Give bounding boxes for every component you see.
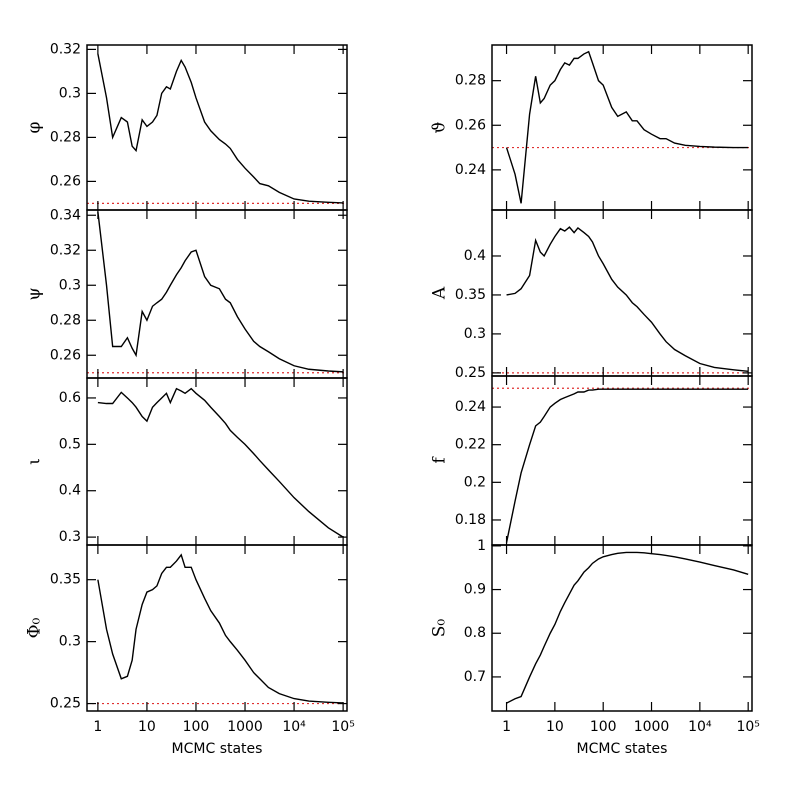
panel-frame: [86, 209, 348, 379]
y-tick-label: 0.28: [50, 129, 81, 145]
y-tick-label: 0.18: [455, 512, 486, 528]
y-tick-label: 0.3: [59, 277, 81, 293]
panel-frame: [491, 544, 753, 712]
y-tick-label: 0.35: [50, 572, 81, 588]
x-tick-label: 100: [183, 719, 210, 735]
data-line: [97, 387, 344, 538]
y-tick-label: 0.5: [59, 436, 81, 452]
y-tick-label: 0.3: [464, 326, 486, 342]
panel-frame: [491, 209, 753, 377]
x-tick-label: 1: [93, 719, 102, 735]
panel-frame: [86, 377, 348, 546]
x-axis-label: MCMC states: [577, 741, 668, 757]
x-axis-label: MCMC states: [172, 741, 263, 757]
panel-frame: [491, 375, 753, 546]
y-tick-label: 0.4: [464, 248, 486, 264]
y-tick-label: 0.8: [464, 625, 486, 641]
y-tick-label: 0.34: [50, 207, 81, 223]
panel-frame: [491, 44, 753, 211]
y-tick-label: 0.3: [59, 529, 81, 545]
x-tick-label: 10⁵: [736, 719, 759, 735]
data-line: [505, 388, 749, 543]
y-tick-label: 0.24: [455, 399, 486, 415]
data-line: [505, 50, 749, 204]
y-axis-label: A: [430, 286, 450, 300]
x-tick-label: 1: [502, 719, 511, 735]
y-tick-label: 0.2: [464, 474, 486, 490]
y-axis-label: S₀: [430, 619, 450, 638]
y-tick-label: 0.26: [50, 173, 81, 189]
y-tick-label: 0.6: [59, 390, 81, 406]
x-tick-label: 100: [590, 719, 617, 735]
panel-frame: [86, 44, 348, 211]
y-tick-label: 0.32: [50, 41, 81, 57]
y-tick-label: 0.4: [59, 483, 81, 499]
y-tick-label: 0.25: [50, 696, 81, 712]
y-axis-label: ψ: [25, 287, 45, 300]
y-tick-label: 0.24: [455, 162, 486, 178]
x-tick-label: 10: [546, 719, 564, 735]
y-tick-label: 0.3: [59, 634, 81, 650]
x-tick-label: 10⁴: [282, 719, 306, 735]
y-tick-label: 0.26: [50, 347, 81, 363]
x-tick-label: 1000: [634, 719, 670, 735]
x-tick-label: 1000: [227, 719, 263, 735]
y-tick-label: 0.7: [464, 669, 486, 685]
y-axis-label: ϑ: [430, 121, 450, 133]
y-tick-label: 0.35: [455, 287, 486, 303]
data-line: [97, 53, 344, 204]
y-tick-label: 0.9: [464, 582, 486, 598]
y-tick-label: 0.3: [59, 85, 81, 101]
y-axis-label: ι: [25, 458, 45, 465]
x-tick-label: 10⁴: [688, 719, 712, 735]
x-tick-label: 10: [138, 719, 156, 735]
data-line: [97, 553, 344, 704]
y-axis-label: φ: [25, 121, 45, 133]
y-tick-label: 0.26: [455, 117, 486, 133]
x-tick-label: 10⁵: [331, 719, 354, 735]
data-line: [506, 551, 749, 704]
y-tick-label: 1: [477, 538, 486, 554]
y-tick-label: 0.25: [455, 365, 486, 381]
y-axis-label: Φ₀: [25, 617, 45, 638]
y-tick-label: 0.28: [50, 312, 81, 328]
data-line: [97, 211, 344, 373]
y-tick-label: 0.28: [455, 73, 486, 89]
y-tick-label: 0.22: [455, 437, 486, 453]
y-tick-label: 0.32: [50, 242, 81, 258]
y-axis-label: f: [430, 456, 450, 464]
data-line: [506, 226, 749, 373]
panel-frame: [86, 544, 348, 712]
